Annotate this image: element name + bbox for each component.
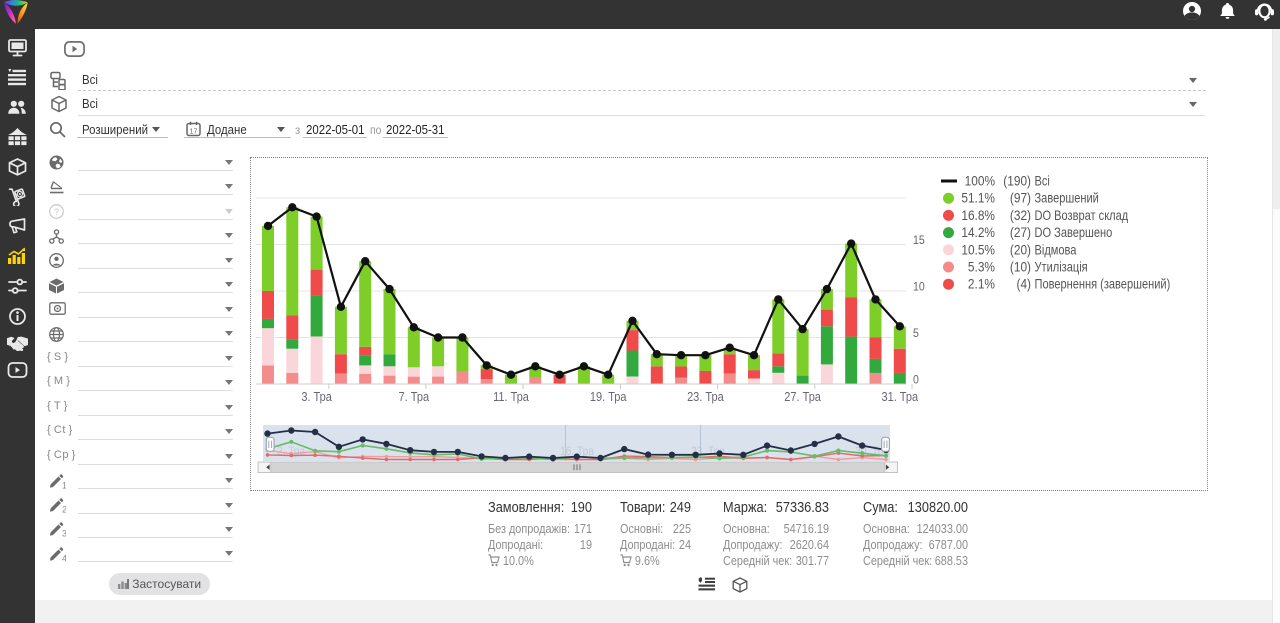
svg-text:14.2%: 14.2% bbox=[961, 224, 995, 240]
svg-text:17: 17 bbox=[190, 129, 198, 136]
svg-text:Відмова: Відмова bbox=[1035, 242, 1077, 257]
svg-text:2.1%: 2.1% bbox=[968, 276, 995, 292]
svg-text:(10): (10) bbox=[1010, 259, 1031, 275]
svg-text:27. Тра: 27. Тра bbox=[784, 390, 821, 404]
svg-text:51.1%: 51.1% bbox=[961, 190, 995, 206]
svg-text:15: 15 bbox=[913, 234, 925, 247]
svg-text:19. Тра: 19. Тра bbox=[590, 390, 627, 404]
svg-text:11. Тра: 11. Тра bbox=[493, 390, 529, 404]
svg-text:5.3%: 5.3% bbox=[968, 259, 995, 275]
svg-text:10.5%: 10.5% bbox=[961, 242, 995, 258]
svg-text:(190): (190) bbox=[1003, 173, 1031, 189]
svg-text:4: 4 bbox=[62, 553, 66, 562]
svg-text:3. Тра: 3. Тра bbox=[301, 390, 332, 404]
svg-text:Утилізація: Утилізація bbox=[1035, 259, 1088, 274]
svg-text:Всі: Всі bbox=[1035, 173, 1050, 188]
svg-text:DO Возврат склад: DO Возврат склад bbox=[1035, 208, 1129, 223]
svg-text:Завершений: Завершений bbox=[1035, 191, 1099, 206]
svg-text:?: ? bbox=[54, 207, 59, 218]
svg-text:(32): (32) bbox=[1010, 207, 1031, 223]
svg-text:5: 5 bbox=[913, 327, 919, 340]
svg-text:3: 3 bbox=[62, 529, 66, 538]
svg-text:16. Тра: 16. Тра bbox=[560, 445, 595, 458]
svg-text:1: 1 bbox=[62, 480, 66, 489]
svg-text:Повернення (завершений): Повернення (завершений) bbox=[1035, 277, 1171, 292]
svg-text:DO Завершено: DO Завершено bbox=[1035, 225, 1113, 240]
svg-text:100%: 100% bbox=[965, 173, 995, 189]
svg-text:(27): (27) bbox=[1010, 224, 1031, 240]
svg-text:16.8%: 16.8% bbox=[961, 207, 995, 223]
svg-text:7. Тра: 7. Тра bbox=[399, 390, 430, 404]
svg-text:(4): (4) bbox=[1016, 276, 1031, 292]
svg-text:(97): (97) bbox=[1010, 190, 1031, 206]
svg-text:23. Тра: 23. Тра bbox=[687, 390, 724, 404]
svg-text:2: 2 bbox=[62, 505, 66, 514]
svg-text:31. Тра: 31. Тра bbox=[881, 390, 918, 404]
svg-text:0: 0 bbox=[913, 374, 919, 387]
svg-text:(20): (20) bbox=[1010, 242, 1031, 258]
svg-text:10: 10 bbox=[913, 281, 925, 294]
